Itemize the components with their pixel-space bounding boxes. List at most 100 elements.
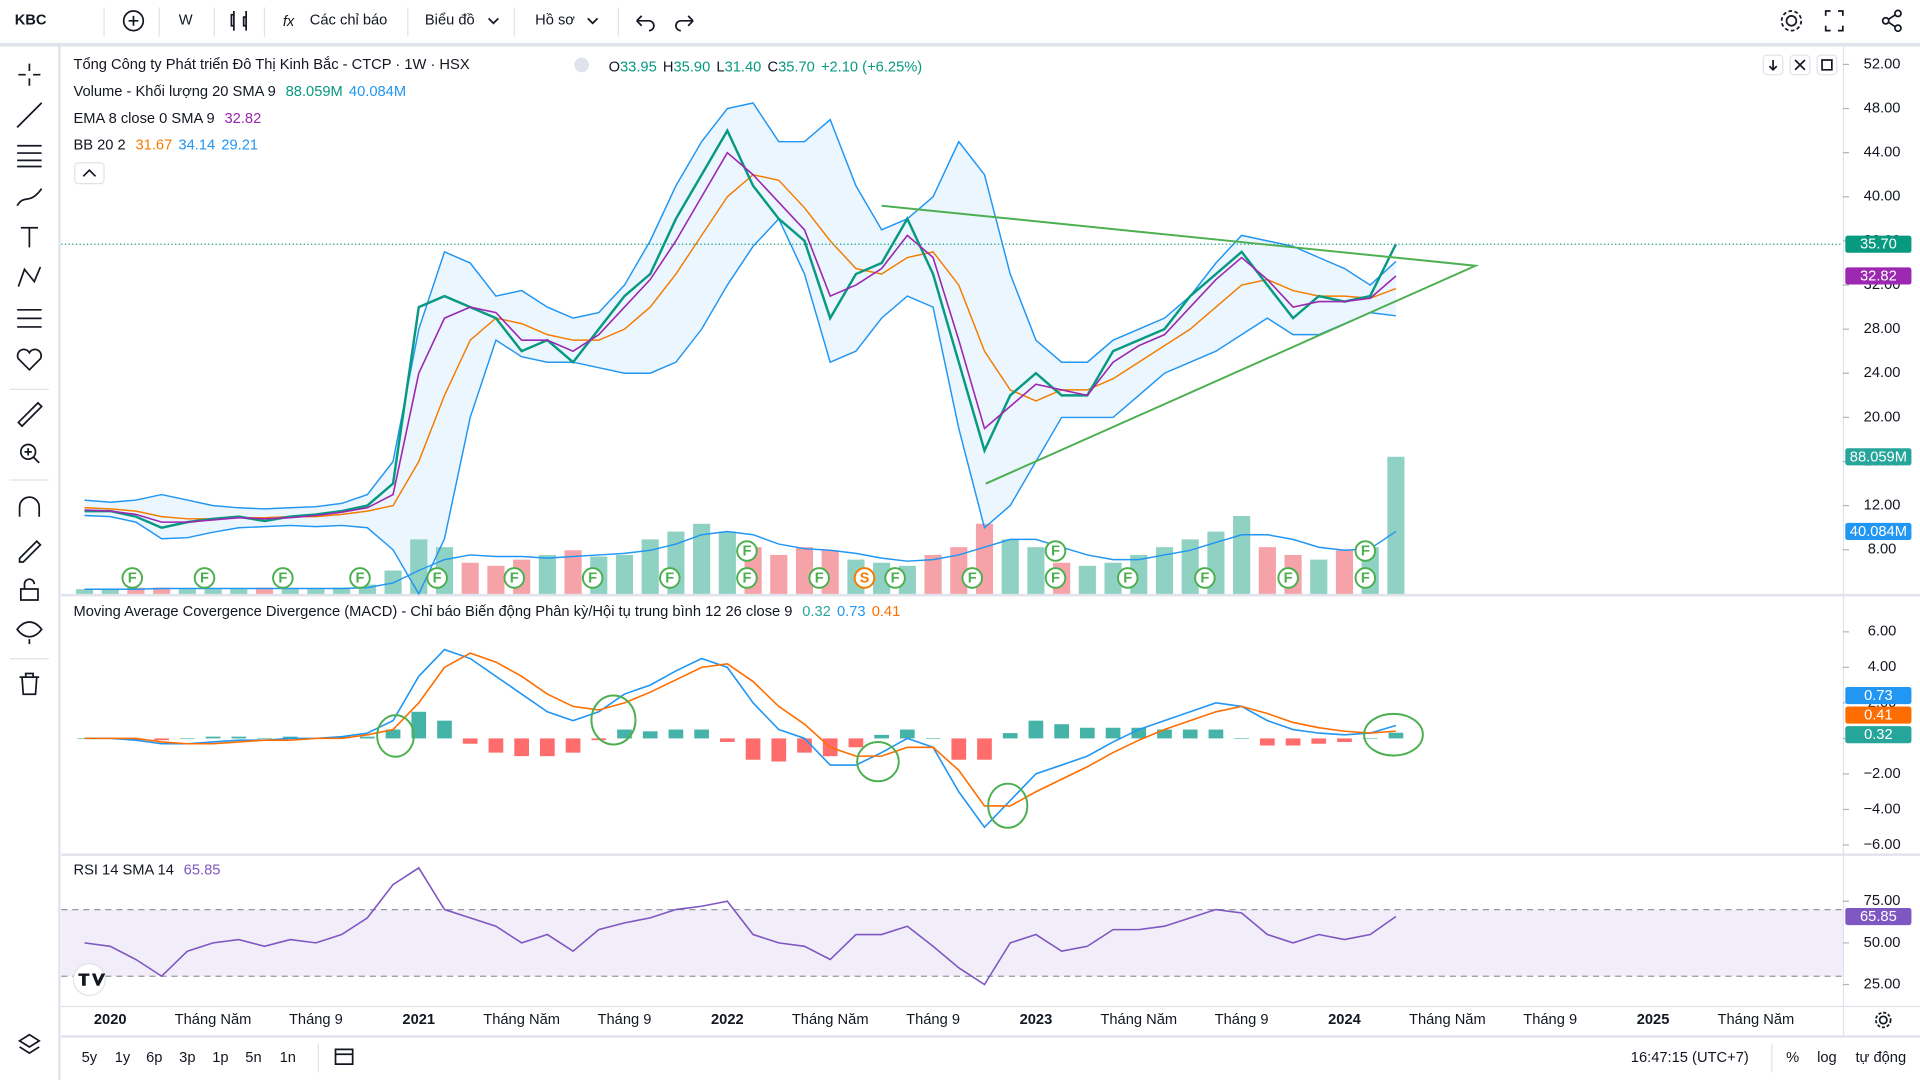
x-tick-label: 2022 (711, 1012, 744, 1028)
histogram-bar (900, 729, 915, 739)
range-button[interactable]: 5n (245, 1050, 261, 1066)
delete-tool[interactable] (19, 672, 40, 696)
lock-tool[interactable] (19, 578, 39, 601)
add-symbol-button[interactable] (122, 10, 145, 32)
event-marker (808, 567, 830, 589)
legend-value: 34.14 (178, 138, 215, 154)
event-label: F (1284, 570, 1293, 586)
event-marker (193, 567, 216, 589)
scale-option[interactable]: tự động (1855, 1050, 1906, 1066)
drawing-mode-tool[interactable] (18, 540, 42, 563)
fib-tool[interactable] (17, 144, 42, 168)
chart-style-button[interactable] (230, 11, 247, 31)
scale-option[interactable]: log (1817, 1050, 1837, 1066)
event-label: F (1051, 544, 1060, 560)
hand-circle (376, 714, 415, 758)
y-tick-label: 52.00 (1864, 56, 1901, 72)
fullscreen-button[interactable] (1824, 10, 1844, 32)
event-marker (1116, 567, 1139, 589)
pane-buttons[interactable] (1762, 54, 1838, 76)
symbol[interactable]: KBC (15, 13, 47, 29)
undo-button[interactable] (636, 15, 655, 32)
volume-bar (281, 589, 299, 594)
range-button[interactable]: 6p (146, 1050, 162, 1066)
share-button[interactable] (1881, 9, 1902, 33)
icon-tool[interactable] (16, 348, 43, 372)
indicators-button[interactable]: fx Các chỉ báo (283, 13, 388, 30)
x-tick-label: 2025 (1637, 1012, 1670, 1028)
volume-bar (924, 554, 942, 594)
x-tick-label: 2021 (402, 1012, 435, 1028)
legend-title: RSI 14 SMA 14 (73, 862, 173, 878)
y-tick-label: 25.00 (1864, 976, 1901, 992)
magnet-tool[interactable] (18, 496, 41, 517)
legend-value: 88.059M (286, 84, 343, 100)
histogram-bar (668, 729, 684, 739)
event-label: F (742, 570, 751, 586)
x-tick-label: Tháng 9 (906, 1012, 960, 1028)
range-button[interactable]: 1n (280, 1050, 296, 1066)
text-tool[interactable] (20, 226, 38, 248)
volume-bar (641, 539, 659, 594)
volume-bar (358, 584, 376, 594)
change: +2.10 (+6.25%) (821, 59, 922, 75)
histogram-bar (540, 738, 555, 757)
top-toolbar: KBC W fx Các chỉ báo Biểu đồ Hồ sơ (15, 7, 1902, 37)
interval[interactable]: W (179, 13, 193, 29)
zoom-tool[interactable] (19, 443, 40, 464)
histogram-bar (1028, 720, 1044, 739)
trendline-tool[interactable] (16, 102, 43, 128)
y-tick-label: 4.00 (1868, 659, 1897, 675)
histogram-bar (720, 738, 735, 742)
legend-toggle[interactable] (574, 57, 589, 73)
signal-line (84, 652, 1396, 807)
event-marker (1044, 540, 1067, 562)
legend-title: BB 20 2 (73, 138, 125, 154)
legend-value: 0.73 (837, 604, 866, 620)
x-tick-label: Tháng Năm (483, 1012, 560, 1028)
hand-circle (987, 782, 1029, 829)
histogram-bar (745, 738, 761, 760)
range-button[interactable]: 1p (212, 1050, 228, 1066)
price-tag (1845, 686, 1912, 705)
volume-bar (127, 587, 145, 594)
x-tick-label: Tháng 9 (1523, 1012, 1577, 1028)
ohlc-name: L (716, 59, 724, 75)
range-button[interactable]: 5y (82, 1050, 98, 1066)
pattern-tool[interactable] (17, 266, 42, 287)
event-marker (581, 567, 604, 589)
histogram-bar (642, 731, 658, 739)
ohlc-name: C (767, 59, 778, 75)
range-button[interactable]: 3p (179, 1050, 195, 1066)
volume-bar (873, 562, 891, 594)
price-tag-label: 32.82 (1860, 268, 1897, 284)
date-range-button[interactable] (334, 1048, 354, 1065)
range-button[interactable]: 1y (115, 1050, 131, 1066)
prediction-tool[interactable] (17, 308, 42, 328)
volume-ma-line (84, 530, 1397, 590)
crosshair-tool[interactable] (18, 63, 41, 86)
y-tick-label: −6.00 (1863, 837, 1900, 853)
ruler-tool[interactable] (17, 401, 43, 428)
settings-button[interactable] (1875, 1011, 1892, 1029)
triangle-trendlines (881, 204, 1480, 485)
brush-tool[interactable] (16, 188, 43, 207)
redo-button[interactable] (675, 15, 694, 32)
fx-icon: fx (283, 14, 295, 30)
legend-value: 0.32 (802, 604, 831, 620)
event-marker (1354, 567, 1377, 589)
y-tick-label: 75.00 (1864, 893, 1901, 909)
profile-button[interactable]: Hồ sơ (535, 13, 599, 29)
object-tree-button[interactable] (17, 1033, 41, 1055)
event-label: F (665, 570, 674, 586)
settings-button[interactable] (1780, 10, 1803, 32)
histogram-bar (771, 738, 787, 762)
legend: Tổng Công ty Phát triển Đô Thị Kinh Bắc … (72, 54, 1838, 997)
volume-bar (204, 589, 222, 594)
visibility-tool[interactable] (16, 621, 43, 645)
chart-type-button[interactable]: Biểu đồ (425, 13, 499, 29)
price-tag (1845, 907, 1912, 926)
volume-bar (1027, 547, 1045, 594)
scale-option[interactable]: % (1786, 1050, 1799, 1066)
collapse-legend-button[interactable] (74, 162, 105, 185)
